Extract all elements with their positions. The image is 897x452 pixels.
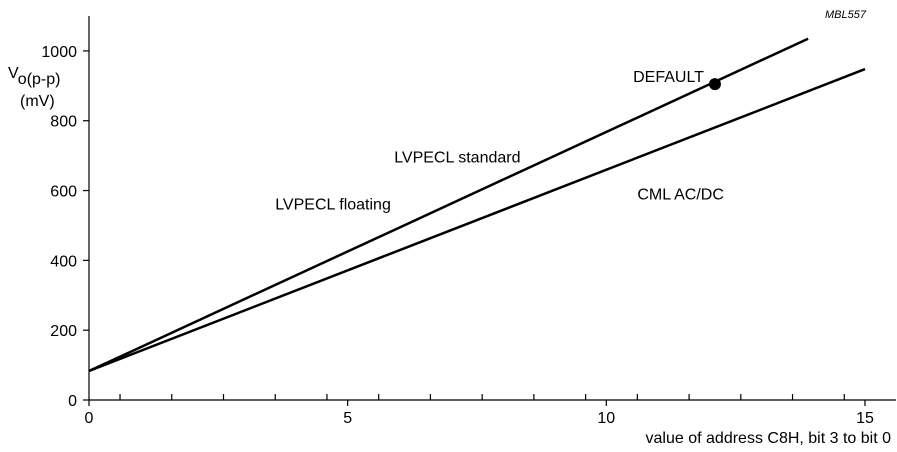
y-axis-unit: (mV): [20, 93, 55, 110]
y-axis-label: Vo(p-p): [8, 65, 60, 88]
series-lines: [88, 37, 866, 373]
series-line-2: [88, 67, 866, 373]
y-tick-label: 800: [50, 114, 77, 131]
x-axis-ticks: 0 5 10 15: [85, 394, 874, 427]
annotation-label: LVPECL standard: [394, 150, 520, 167]
annotations: LVPECL standard LVPECL floating CML AC/DC: [275, 150, 724, 214]
x-axis-label: value of address C8H, bit 3 to bit 0: [646, 430, 892, 447]
y-tick-label: 400: [50, 253, 77, 270]
y-tick-label: 1000: [41, 44, 77, 61]
y-tick-label: 600: [50, 184, 77, 201]
y-axis-label-main: V: [8, 65, 19, 82]
annotation-label: LVPECL floating: [275, 197, 391, 214]
x-tick-label: 10: [597, 410, 615, 427]
axes: [88, 16, 896, 401]
figure-code: MBL557: [825, 9, 867, 21]
y-axis-label-subscript: o(p-p): [18, 71, 61, 88]
y-tick-label: 0: [68, 393, 77, 410]
markers: DEFAULT: [633, 69, 721, 91]
default-marker: [708, 78, 721, 91]
x-tick-label: 5: [343, 410, 352, 427]
x-tick-label: 15: [856, 410, 874, 427]
x-tick-label: 0: [85, 410, 94, 427]
y-tick-label: 200: [50, 323, 77, 340]
series-line-1: [88, 37, 809, 373]
y-axis-ticks: 0 200 400 600 800 1000: [41, 44, 89, 410]
annotation-label: CML AC/DC: [637, 186, 724, 203]
default-marker-label: DEFAULT: [633, 69, 704, 86]
